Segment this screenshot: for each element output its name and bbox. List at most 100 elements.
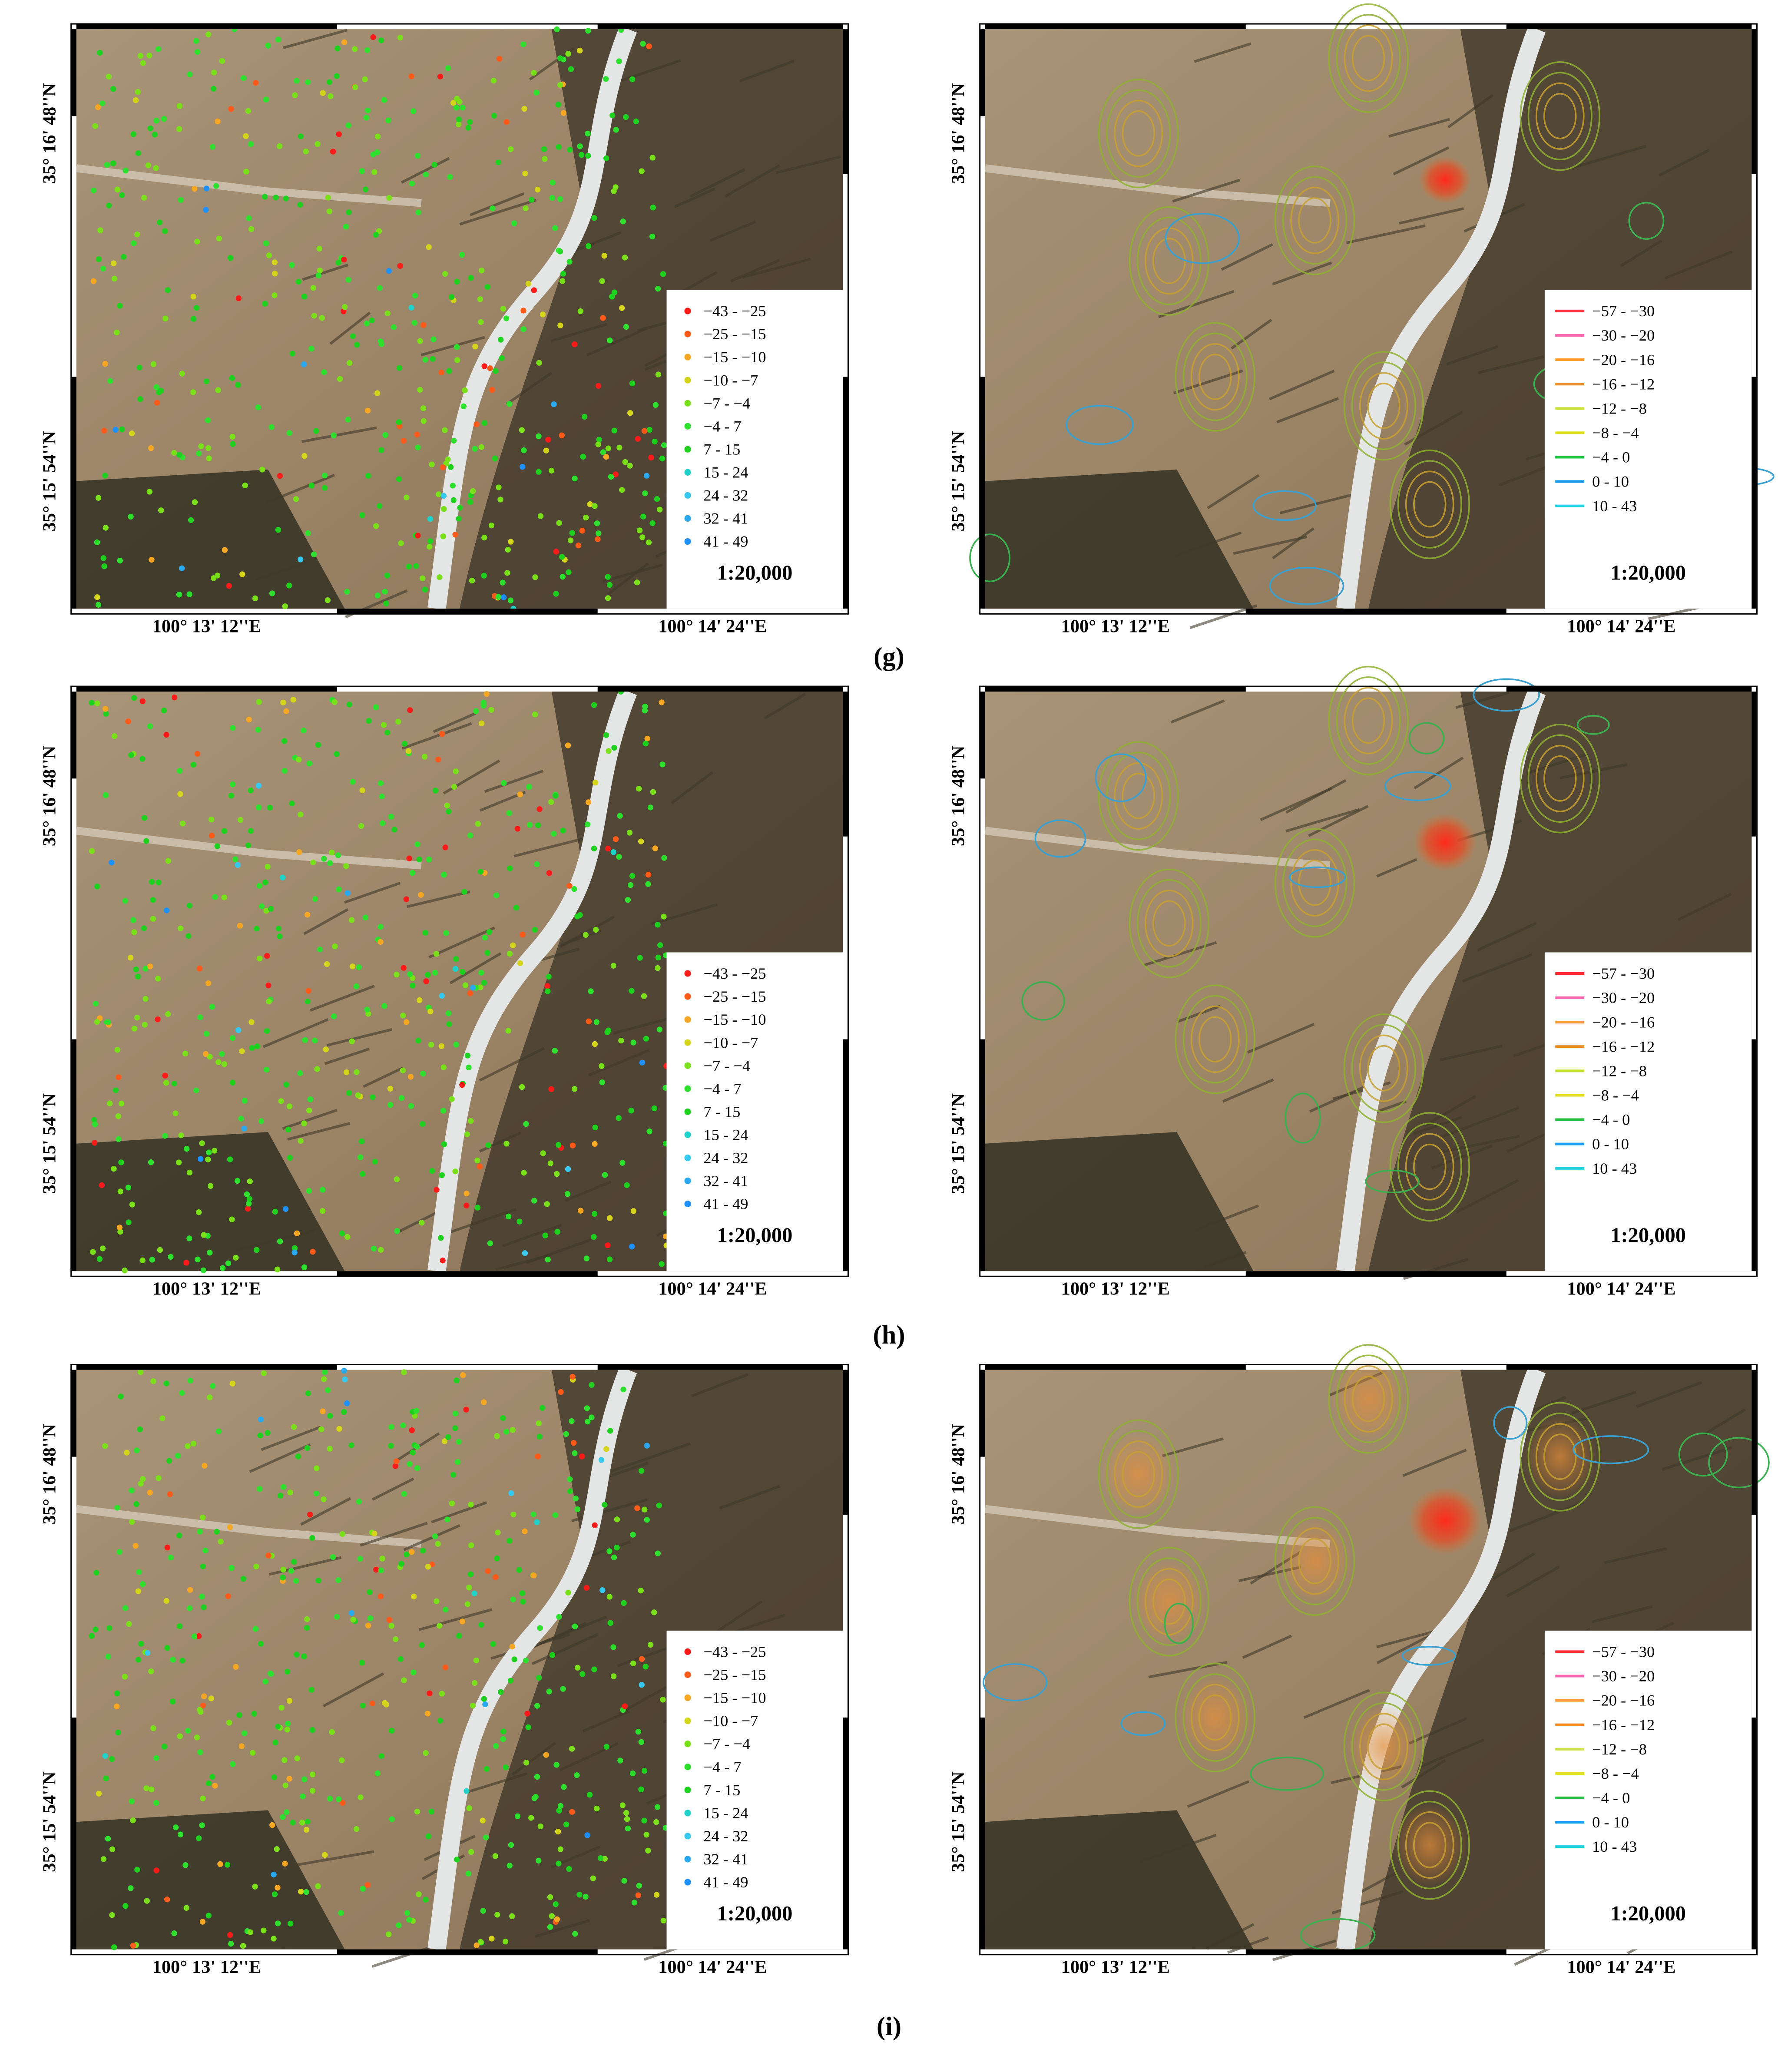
contour bbox=[1389, 1112, 1470, 1222]
point bbox=[358, 1154, 364, 1160]
point bbox=[397, 263, 403, 269]
point bbox=[247, 1929, 254, 1935]
point bbox=[114, 1690, 120, 1696]
point bbox=[563, 1431, 569, 1437]
point bbox=[293, 496, 299, 502]
point bbox=[645, 1847, 651, 1854]
point bbox=[422, 357, 428, 363]
contour bbox=[1190, 1684, 1240, 1751]
point bbox=[459, 252, 465, 258]
contour bbox=[1413, 1822, 1447, 1868]
point bbox=[556, 520, 562, 526]
point bbox=[358, 1138, 365, 1145]
contour bbox=[1136, 216, 1202, 305]
point bbox=[106, 73, 112, 80]
legend-label: −25 - −15 bbox=[703, 325, 766, 343]
point bbox=[214, 843, 220, 849]
point bbox=[483, 1834, 489, 1840]
point bbox=[170, 1657, 176, 1663]
point bbox=[408, 73, 414, 79]
point bbox=[414, 152, 421, 159]
legend-dot bbox=[684, 1131, 691, 1138]
ridge bbox=[1402, 1449, 1467, 1477]
point bbox=[549, 195, 555, 201]
point bbox=[453, 1042, 459, 1048]
point bbox=[647, 1642, 654, 1648]
point bbox=[560, 574, 566, 580]
point bbox=[585, 799, 592, 805]
ridge bbox=[1279, 493, 1355, 515]
point bbox=[545, 988, 551, 994]
point bbox=[370, 151, 376, 158]
ridge bbox=[502, 1224, 562, 1248]
point bbox=[500, 579, 506, 586]
point bbox=[503, 119, 510, 125]
point bbox=[184, 1145, 190, 1152]
point bbox=[565, 742, 571, 748]
point bbox=[549, 1652, 556, 1658]
point bbox=[606, 1594, 613, 1600]
point bbox=[249, 1045, 255, 1051]
legend-dot bbox=[684, 1108, 691, 1115]
point bbox=[212, 1783, 218, 1789]
point bbox=[320, 1408, 326, 1414]
point bbox=[410, 1450, 416, 1456]
point bbox=[655, 1550, 661, 1556]
point bbox=[154, 400, 160, 406]
point bbox=[537, 1625, 543, 1631]
point bbox=[341, 1409, 347, 1415]
point bbox=[478, 267, 485, 274]
point bbox=[186, 1235, 192, 1241]
point bbox=[354, 1069, 360, 1075]
ridge bbox=[1276, 397, 1339, 424]
point bbox=[464, 1131, 470, 1137]
point bbox=[445, 1434, 451, 1440]
point bbox=[487, 1240, 493, 1246]
point bbox=[291, 1424, 297, 1430]
ridge bbox=[607, 562, 649, 596]
point bbox=[370, 34, 376, 40]
point bbox=[305, 79, 311, 85]
point bbox=[623, 1810, 629, 1816]
left-panel: −43 - −25−25 - −15−15 - −10−10 - −7−7 - … bbox=[39, 685, 849, 1299]
point bbox=[359, 1660, 365, 1666]
contour bbox=[1290, 849, 1339, 917]
point bbox=[377, 285, 383, 291]
point bbox=[624, 1182, 630, 1188]
point bbox=[111, 1944, 117, 1950]
point bbox=[134, 1447, 140, 1453]
point bbox=[425, 1833, 432, 1840]
point bbox=[427, 516, 434, 522]
point bbox=[537, 513, 544, 519]
point bbox=[179, 821, 186, 827]
point bbox=[304, 912, 311, 918]
point bbox=[150, 1378, 156, 1384]
point bbox=[202, 1051, 209, 1057]
dark-valley bbox=[985, 1132, 1254, 1271]
point bbox=[263, 96, 269, 103]
point bbox=[330, 1554, 336, 1560]
lon-label: 100° 14' 24''E bbox=[658, 1279, 767, 1299]
point bbox=[339, 1230, 345, 1237]
frame-bar bbox=[1752, 1370, 1757, 1515]
point bbox=[135, 973, 141, 980]
point bbox=[364, 1882, 371, 1888]
contour bbox=[1182, 332, 1248, 421]
point bbox=[536, 1675, 542, 1681]
point bbox=[377, 1593, 384, 1599]
point bbox=[386, 1617, 392, 1623]
point bbox=[470, 488, 476, 494]
point bbox=[311, 551, 317, 557]
point bbox=[455, 121, 462, 128]
point bbox=[641, 1817, 647, 1824]
point bbox=[316, 245, 322, 252]
point bbox=[420, 575, 426, 582]
point bbox=[134, 1867, 140, 1873]
point bbox=[381, 722, 387, 728]
point bbox=[103, 792, 109, 798]
point bbox=[439, 993, 445, 999]
point bbox=[264, 1028, 270, 1034]
frame-bar bbox=[985, 1364, 1246, 1370]
ridge bbox=[1559, 763, 1627, 780]
